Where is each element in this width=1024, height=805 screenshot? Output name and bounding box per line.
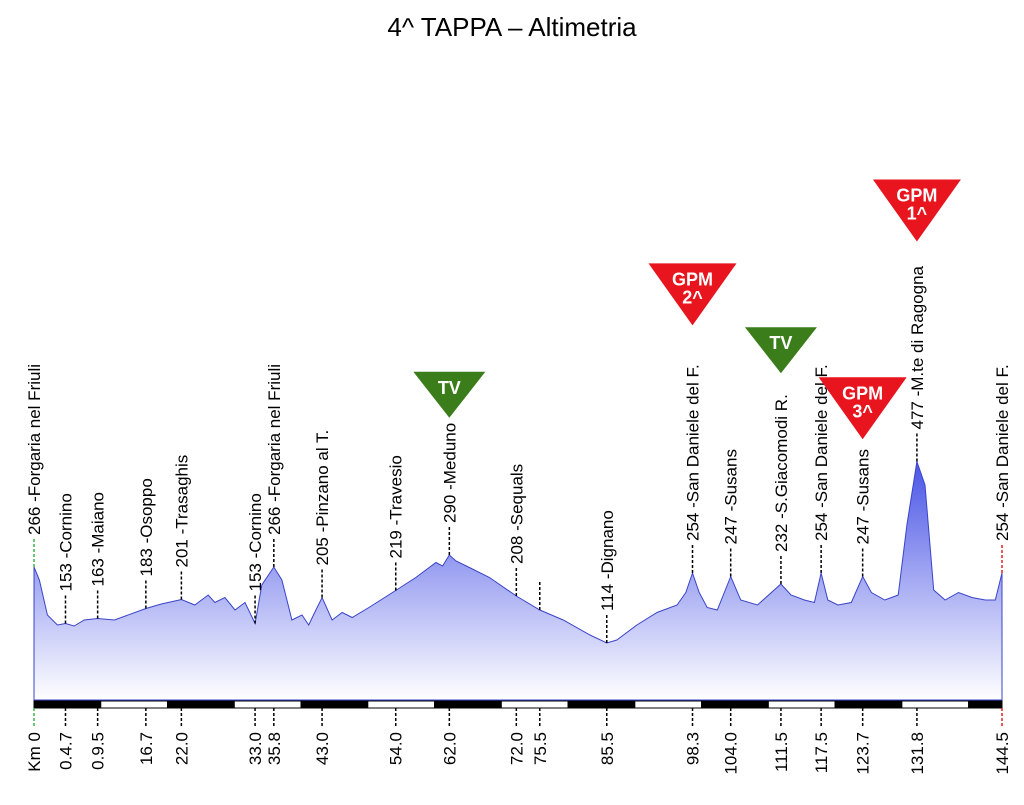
waypoint-label: 247 -Susans: [722, 449, 741, 544]
distance-bar-segment: [634, 700, 703, 709]
km-label: 0.4.7: [56, 732, 75, 770]
marker-triangle: [648, 263, 737, 326]
marker-triangle: [872, 179, 961, 242]
km-label: 54.0: [387, 732, 406, 765]
km-label: 72.0: [507, 732, 526, 765]
km-label: 22.0: [172, 732, 191, 765]
distance-bar-segment: [968, 700, 1003, 709]
tv-marker: TV: [413, 371, 486, 418]
waypoint-label: 153 -Cornino: [246, 493, 265, 591]
distance-bar-segment: [434, 700, 502, 709]
waypoint-label: 114 -Dignano: [598, 510, 617, 611]
marker-triangle: [744, 327, 817, 374]
km-label: Km 0: [25, 732, 44, 772]
waypoint-label: 208 -Sequals: [507, 464, 526, 564]
km-label: 98.3: [684, 732, 703, 765]
distance-bar-segment: [567, 700, 636, 709]
waypoint-label: 266 -Forgaria nel Friuli: [25, 364, 44, 535]
distance-bar-segment: [901, 700, 970, 709]
marker-text: GPM: [842, 383, 883, 403]
distance-bar-segment: [233, 700, 302, 709]
distance-bar-segment: [167, 700, 235, 709]
waypoint-label: 266 -Forgaria nel Friuli: [265, 364, 284, 535]
km-label: 131.8: [908, 732, 927, 775]
marker-text: TV: [438, 378, 461, 398]
distance-bar-segment: [701, 700, 769, 709]
km-label: 123.7: [854, 732, 873, 775]
distance-bar-segment: [300, 700, 369, 709]
km-label: 85.5: [598, 732, 617, 765]
waypoint-ticks: [33, 433, 1003, 728]
tv-marker: TV: [744, 327, 817, 374]
km-label: 35.8: [265, 732, 284, 765]
distance-bar-segment: [834, 700, 903, 709]
marker-text: GPM: [672, 269, 713, 289]
distance-bar-segment: [500, 700, 569, 709]
marker-text: GPM: [896, 186, 937, 206]
waypoint-label: 201 -Trasaghis: [172, 455, 191, 568]
km-label: 0.9.5: [89, 732, 108, 770]
distance-bar: [33, 700, 1003, 709]
km-label: 104.0: [722, 732, 741, 775]
marker-subtext: 2^: [682, 287, 703, 307]
km-label: 16.7: [137, 732, 156, 765]
km-label: 111.5: [772, 732, 791, 772]
waypoint-label: 219 -Travesio: [387, 455, 406, 558]
waypoint-label: 153 -Cornino: [56, 493, 75, 591]
waypoint-label: 163 -Maiano: [89, 492, 108, 587]
km-label: 62.0: [440, 732, 459, 765]
marker-subtext: 1^: [907, 204, 928, 224]
marker-triangle: [818, 377, 907, 440]
waypoint-label: 254 -San Daniele del F.: [812, 364, 831, 541]
km-label: 144.5: [993, 732, 1012, 775]
chart-title: 4^ TAPPA – Altimetria: [387, 12, 637, 42]
distance-bar-segment: [100, 700, 169, 709]
km-label: 117.5: [812, 732, 831, 773]
waypoint-label: 205 -Pinzano al T.: [313, 430, 332, 566]
waypoint-label: 254 -San Daniele del F.: [684, 364, 703, 541]
waypoint-label: 290 -Meduno: [440, 423, 459, 523]
distance-bar-segment: [33, 700, 102, 709]
waypoint-label: 247 -Susans: [854, 449, 873, 544]
km-label: 75.5: [531, 732, 550, 765]
km-label: 43.0: [313, 732, 332, 765]
km-label: 33.0: [246, 732, 265, 765]
waypoint-label: 254 -San Daniele del F.: [993, 364, 1012, 541]
waypoint-label: 232 -S.Giacomodi R.: [772, 394, 791, 552]
distance-bar-segment: [367, 700, 436, 709]
marker-subtext: 3^: [852, 401, 873, 421]
marker-text: TV: [769, 333, 792, 353]
km-labels: Km 0 0.4.7 0.9.5 16.7 22.0 33.0 35.8 43.0 54.0 62…: [25, 732, 1012, 775]
waypoint-label: 183 -Osoppo: [137, 478, 156, 576]
waypoint-label: 477 -M.te di Ragogna: [908, 265, 927, 429]
distance-bar-segment: [767, 700, 836, 709]
marker-triangle: [413, 371, 486, 418]
